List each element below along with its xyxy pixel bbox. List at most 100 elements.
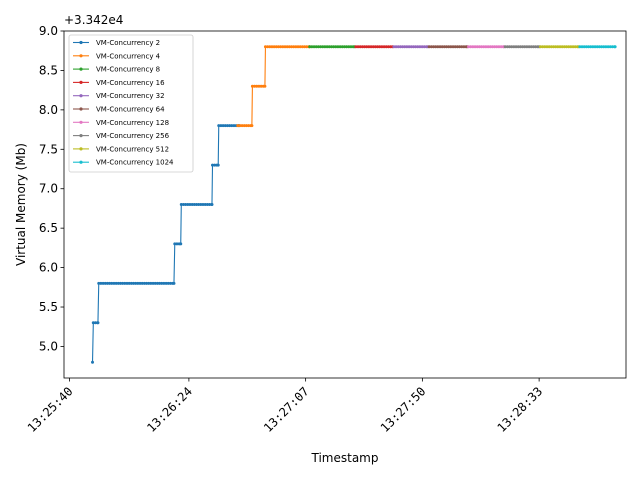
series-vm-concurrency-256 xyxy=(503,45,541,49)
data-point xyxy=(589,45,593,49)
data-point xyxy=(290,45,294,49)
y-tick-label: 6.5 xyxy=(39,221,58,235)
data-point xyxy=(312,45,316,49)
data-point xyxy=(447,45,451,49)
data-point xyxy=(521,45,525,49)
data-point xyxy=(136,281,140,285)
data-point xyxy=(211,163,215,167)
data-point xyxy=(460,45,464,49)
data-point xyxy=(259,84,263,88)
data-point xyxy=(242,124,246,128)
legend-label: VM-Concurrency 2 xyxy=(96,39,160,47)
data-point xyxy=(257,84,261,88)
data-point xyxy=(604,45,608,49)
data-point xyxy=(219,124,223,128)
data-point xyxy=(91,360,95,364)
legend-marker xyxy=(79,120,83,124)
data-point xyxy=(132,281,135,285)
plot-area xyxy=(91,45,617,364)
data-point xyxy=(166,281,170,285)
legend-label: VM-Concurrency 16 xyxy=(96,79,165,87)
data-point xyxy=(396,45,400,49)
data-point xyxy=(543,45,547,49)
data-point xyxy=(554,45,558,49)
data-point xyxy=(292,45,296,49)
data-point xyxy=(380,45,384,49)
data-point xyxy=(440,45,444,49)
data-point xyxy=(409,45,413,49)
data-point xyxy=(240,124,244,128)
data-point xyxy=(518,45,522,49)
data-point xyxy=(578,45,582,49)
data-point xyxy=(345,45,349,49)
data-point xyxy=(287,45,291,49)
data-point xyxy=(197,203,201,206)
data-point xyxy=(305,45,309,49)
data-point xyxy=(201,203,205,206)
data-point xyxy=(434,45,438,49)
data-point xyxy=(499,45,503,49)
legend-item: VM-Concurrency 1024 xyxy=(73,159,174,167)
data-point xyxy=(458,45,462,49)
series-vm-concurrency-1024 xyxy=(578,45,617,49)
legend-item: VM-Concurrency 4 xyxy=(73,52,161,60)
data-point xyxy=(303,45,307,49)
data-point xyxy=(482,45,486,49)
series-vm-concurrency-2 xyxy=(91,124,241,364)
legend-label: VM-Concurrency 8 xyxy=(96,66,160,74)
data-point xyxy=(184,203,188,206)
data-point xyxy=(467,45,471,49)
data-point xyxy=(340,45,344,49)
legend-marker xyxy=(79,107,83,111)
data-point xyxy=(208,203,212,206)
data-point xyxy=(321,45,325,49)
data-point xyxy=(308,45,312,49)
data-point xyxy=(516,45,520,49)
data-point xyxy=(125,281,129,285)
data-point xyxy=(121,281,125,285)
legend-item: VM-Concurrency 128 xyxy=(73,119,169,127)
data-point xyxy=(99,281,103,285)
data-point xyxy=(149,281,153,285)
data-point xyxy=(386,45,390,49)
data-point xyxy=(194,203,198,206)
data-point xyxy=(230,124,234,128)
series-vm-concurrency-64 xyxy=(427,45,469,49)
data-point xyxy=(105,281,109,285)
data-point xyxy=(606,45,610,49)
data-point xyxy=(179,203,183,206)
legend-box xyxy=(68,34,194,173)
data-point xyxy=(475,45,479,49)
data-point xyxy=(114,281,118,285)
series-line xyxy=(237,46,310,127)
data-point xyxy=(138,281,142,285)
data-point xyxy=(369,45,373,49)
data-point xyxy=(403,45,407,49)
data-point xyxy=(168,281,172,285)
data-point xyxy=(422,45,426,49)
data-point xyxy=(527,45,531,49)
data-point xyxy=(217,124,221,128)
data-point xyxy=(244,124,248,128)
data-point xyxy=(255,84,259,88)
data-point xyxy=(323,45,327,49)
data-point xyxy=(432,45,436,49)
data-point xyxy=(329,45,333,49)
data-point xyxy=(365,45,369,49)
data-point xyxy=(338,45,342,49)
data-point xyxy=(236,124,240,128)
legend-label: VM-Concurrency 512 xyxy=(96,145,169,153)
data-point xyxy=(101,281,105,285)
data-point xyxy=(147,281,151,285)
data-point xyxy=(529,45,533,49)
data-point xyxy=(358,45,362,49)
data-point xyxy=(354,45,358,49)
data-point xyxy=(453,45,457,49)
data-point xyxy=(118,281,122,285)
x-axis: 13:25:40 13:26:24 13:27:07 13:27:50 13:28:33 xyxy=(25,378,545,435)
legend-label: VM-Concurrency 4 xyxy=(96,52,161,60)
data-point xyxy=(272,45,276,49)
legend-marker xyxy=(79,147,83,151)
data-point xyxy=(569,45,573,49)
